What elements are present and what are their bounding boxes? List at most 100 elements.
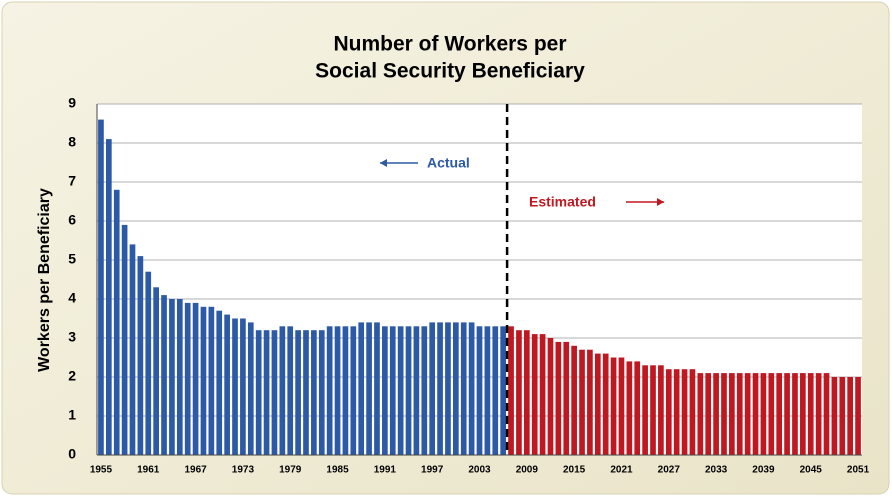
bar — [460, 322, 467, 455]
bar — [729, 373, 735, 455]
bar — [792, 373, 798, 455]
chart-title: Number of Workers per — [334, 33, 567, 56]
bar — [405, 326, 412, 455]
bar — [105, 139, 112, 455]
y-tick-label: 6 — [68, 212, 76, 228]
bar — [216, 310, 223, 455]
bar — [673, 369, 680, 455]
bar — [303, 330, 309, 455]
y-tick-label: 3 — [68, 329, 76, 345]
bar — [855, 377, 861, 455]
arrow-head — [657, 198, 664, 206]
bar — [413, 326, 420, 455]
annotation: Estimated — [529, 194, 596, 210]
bar — [665, 369, 672, 455]
bar — [484, 326, 491, 455]
bar — [255, 330, 262, 455]
x-tick-label: 1967 — [184, 465, 207, 476]
y-tick-label: 5 — [68, 251, 76, 267]
x-tick-label: 2015 — [563, 465, 586, 476]
bar — [713, 373, 719, 455]
y-tick-label: 9 — [68, 95, 76, 111]
y-tick-label: 2 — [68, 368, 76, 384]
bar — [618, 357, 625, 455]
chart-title: Social Security Beneficiary — [315, 60, 585, 83]
bar — [98, 119, 104, 455]
bar — [555, 341, 562, 455]
bar — [807, 373, 814, 455]
bar — [240, 318, 246, 455]
bar — [358, 322, 365, 455]
bar — [350, 326, 357, 455]
bar — [129, 244, 136, 455]
bar — [311, 330, 317, 455]
bar — [579, 349, 585, 455]
bar — [563, 341, 570, 455]
x-tick-label: 2009 — [516, 465, 539, 476]
bar — [445, 322, 451, 455]
x-tick-label: 1979 — [279, 465, 302, 476]
bar — [121, 224, 128, 455]
x-tick-label: 2027 — [658, 465, 681, 476]
bar — [705, 373, 712, 455]
bar — [571, 345, 577, 455]
bar — [508, 326, 514, 455]
bar — [342, 326, 349, 455]
bar — [200, 306, 207, 455]
x-tick-label: 2051 — [847, 465, 870, 476]
x-tick-label: 1985 — [326, 465, 349, 476]
arrow-head — [380, 159, 387, 167]
bar — [531, 334, 538, 455]
x-tick-label: 1961 — [137, 465, 160, 476]
y-tick-label: 7 — [68, 173, 76, 189]
bar — [658, 365, 664, 455]
bar — [784, 373, 790, 455]
x-tick-label: 2045 — [800, 465, 823, 476]
bar — [634, 361, 641, 455]
bar — [374, 322, 380, 455]
bar — [397, 326, 404, 455]
y-tick-label: 1 — [68, 407, 76, 423]
bar — [547, 338, 554, 455]
bar — [224, 314, 230, 455]
bar — [184, 302, 191, 455]
bar — [295, 330, 301, 455]
bar — [437, 322, 443, 455]
bar — [153, 287, 159, 455]
bar — [587, 349, 593, 455]
bar — [689, 369, 696, 455]
bar — [768, 373, 775, 455]
bar — [476, 326, 483, 455]
bar — [326, 326, 333, 455]
x-tick-label: 2033 — [705, 465, 728, 476]
bar — [176, 299, 183, 455]
bar — [263, 330, 270, 455]
bar — [523, 330, 530, 455]
bar — [602, 353, 609, 455]
bar — [389, 326, 396, 455]
bar — [642, 365, 648, 455]
bar — [721, 373, 727, 455]
bar — [192, 302, 199, 455]
bar — [752, 373, 759, 455]
x-tick-label: 1973 — [232, 465, 255, 476]
x-tick-label: 2003 — [468, 465, 491, 476]
x-tick-label: 2039 — [752, 465, 775, 476]
bar — [610, 357, 617, 455]
bar — [776, 373, 783, 455]
bar — [744, 373, 751, 455]
bar — [681, 369, 688, 455]
bar — [594, 353, 601, 455]
x-tick-label: 2021 — [610, 465, 633, 476]
bar — [161, 295, 167, 455]
bar — [169, 299, 175, 455]
bar — [468, 322, 475, 455]
bar — [500, 326, 506, 455]
bar — [650, 365, 656, 455]
bar — [287, 326, 294, 455]
x-tick-label: 1955 — [90, 465, 113, 476]
bar — [516, 330, 522, 455]
y-axis-label: Workers per Beneficiary — [36, 188, 53, 372]
bar — [626, 361, 633, 455]
x-tick-label: 1997 — [421, 465, 444, 476]
